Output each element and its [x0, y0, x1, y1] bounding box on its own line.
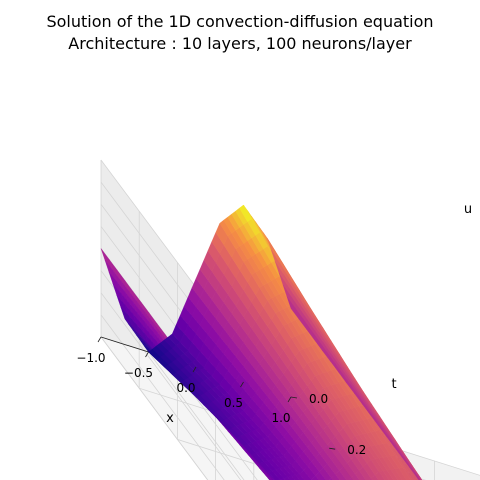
surface-mesh [100, 204, 423, 480]
tick-marks: −1.0−0.50.00.51.00.00.20.40.60.81.0−1.00… [76, 336, 366, 457]
t-tick-mark [290, 396, 298, 399]
axis-labels: x t u [166, 202, 472, 426]
x-tick-mark [97, 336, 102, 343]
x-tick-label: 0.0 [176, 381, 195, 395]
chart-title-line2: Architecture : 10 layers, 100 neurons/la… [68, 34, 412, 53]
x-axis-label: x [166, 411, 174, 426]
surface-patch [286, 296, 300, 320]
t-tick-label: 0.2 [347, 443, 366, 457]
grid-line-u [100, 314, 225, 480]
x-tick-mark [287, 396, 292, 403]
grid-line-x [148, 351, 340, 480]
x-tick-label: 1.0 [271, 411, 290, 425]
grid-line-u [100, 226, 291, 480]
u-axis-label: u [464, 202, 472, 217]
x-tick-mark [192, 366, 197, 373]
t-tick-mark [329, 447, 336, 450]
x-tick-label: −0.5 [124, 366, 153, 380]
x-tick-mark [145, 351, 149, 358]
t-axis-label: t [391, 377, 396, 392]
chart-title-line1: Solution of the 1D convection-diffusion … [46, 12, 434, 31]
t-tick-label: 0.0 [309, 392, 328, 406]
grid-line-u [100, 292, 242, 480]
grid-line-u [100, 336, 209, 480]
x-tick-label: 0.5 [224, 396, 243, 410]
x-tick-label: −1.0 [76, 351, 105, 365]
x-tick-mark [240, 381, 244, 388]
